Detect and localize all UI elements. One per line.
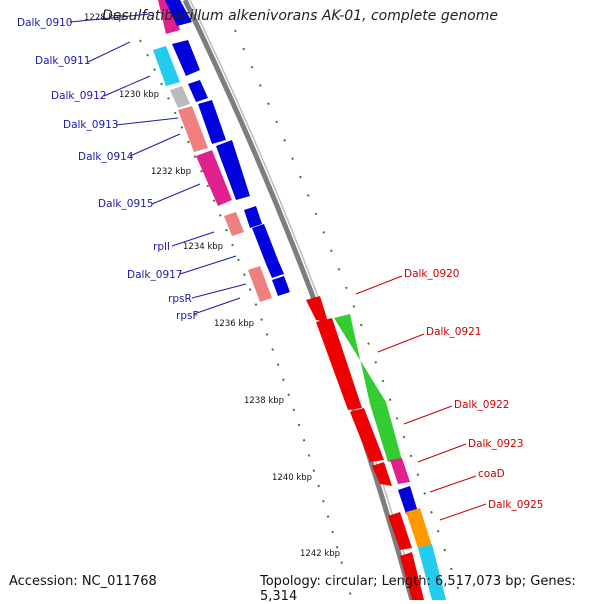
gene-feature	[398, 486, 418, 514]
gene-feature	[158, 0, 180, 34]
gene-feature	[406, 508, 432, 548]
gene-feature	[334, 314, 386, 404]
gene-feature	[266, 260, 284, 278]
gene-label-right[interactable]: Dalk_0922	[454, 399, 510, 411]
tick-label: 1242 kbp	[300, 549, 340, 559]
gene-label-right[interactable]: coaD	[478, 468, 505, 480]
gene-feature	[350, 408, 384, 462]
gene-label-left[interactable]: rpsR	[168, 293, 192, 305]
gene-feature	[153, 46, 180, 86]
gene-feature	[370, 402, 402, 462]
tick-label: 1228 kbp	[84, 13, 124, 23]
tick-label: 1230 kbp	[119, 90, 159, 100]
gene-feature	[316, 318, 362, 410]
gene-feature	[178, 106, 208, 152]
gene-label-left[interactable]: Dalk_0912	[51, 90, 107, 102]
gene-label-left[interactable]: Dalk_0915	[98, 198, 154, 210]
gene-feature	[418, 544, 446, 600]
gene-feature	[306, 296, 328, 322]
gene-feature	[272, 276, 290, 296]
gene-feature	[165, 0, 192, 26]
gene-feature	[252, 224, 278, 264]
backbone-outer	[182, 0, 415, 600]
genome-title: Desulfatibacillum alkenivorans AK-01, co…	[101, 8, 499, 24]
left-gene-labels: Dalk_0910 Dalk_0911 Dalk_0912 Dalk_0913 …	[17, 13, 247, 322]
gene-label-left[interactable]: Dalk_0917	[127, 269, 183, 281]
gene-label-left[interactable]: Dalk_0913	[63, 119, 119, 131]
gene-label-left[interactable]: Dalk_0911	[35, 55, 91, 67]
tick-label: 1238 kbp	[244, 396, 284, 406]
gene-label-right[interactable]: Dalk_0923	[468, 438, 524, 450]
gene-feature	[198, 100, 226, 144]
tick-label: 1240 kbp	[272, 473, 312, 483]
gene-label-left[interactable]: rplI	[153, 241, 170, 253]
gene-feature	[248, 266, 272, 302]
tick-label: 1232 kbp	[151, 167, 191, 177]
gene-label-right[interactable]: Dalk_0925	[488, 499, 544, 511]
gene-feature	[172, 40, 200, 76]
tick-label: 1234 kbp	[183, 242, 223, 252]
gene-feature	[244, 206, 262, 228]
gene-label-left[interactable]: rpsF	[176, 310, 199, 322]
gene-feature	[390, 458, 410, 484]
gene-feature	[388, 512, 412, 550]
gene-label-right[interactable]: Dalk_0921	[426, 326, 482, 338]
gene-feature	[196, 150, 232, 206]
right-gene-labels: Dalk_0920 Dalk_0921 Dalk_0922 Dalk_0923 …	[355, 268, 544, 521]
gene-feature	[400, 552, 424, 600]
backbone-inner	[189, 0, 418, 600]
accession-label: Accession: NC_011768	[9, 574, 157, 589]
gene-feature	[216, 140, 250, 200]
gene-feature	[170, 86, 190, 108]
gene-feature	[372, 462, 392, 486]
gene-label-right[interactable]: Dalk_0920	[404, 268, 460, 280]
tick-track-inner	[139, 39, 353, 600]
tick-label: 1236 kbp	[214, 319, 254, 329]
gene-feature	[224, 212, 244, 236]
gene-label-left[interactable]: Dalk_0914	[78, 151, 134, 163]
gene-label-left[interactable]: Dalk_0910	[17, 17, 73, 29]
gene-feature	[188, 80, 208, 102]
